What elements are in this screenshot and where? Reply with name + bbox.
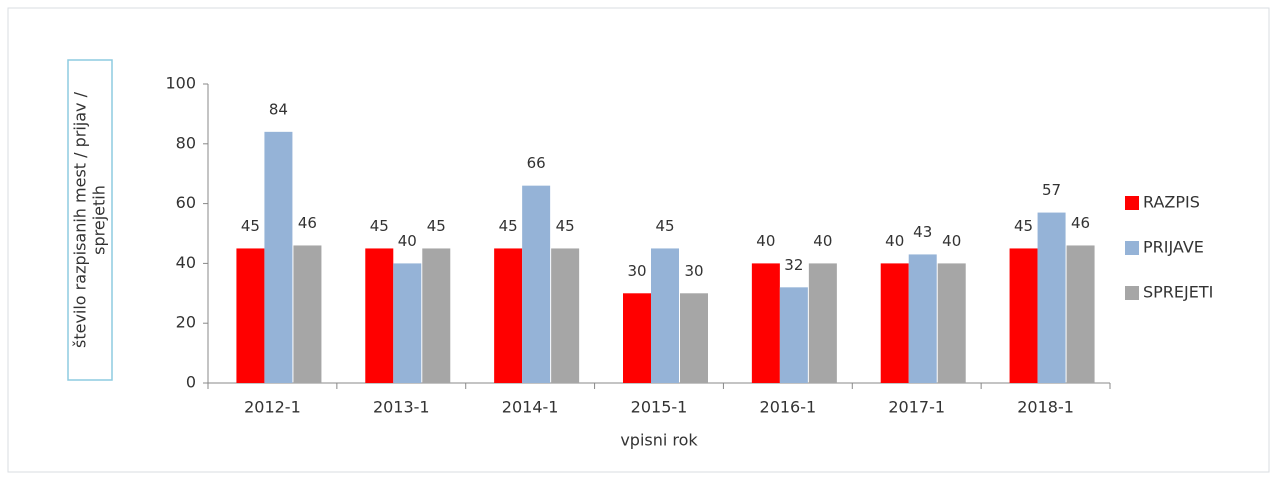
value-label: 40 [398, 232, 417, 250]
value-label: 45 [499, 217, 518, 235]
bar [264, 131, 293, 383]
x-tick-label: 2012-1 [244, 398, 301, 417]
bar [551, 248, 580, 383]
value-label: 30 [684, 262, 703, 280]
x-tick-label: 2016-1 [760, 398, 817, 417]
bar [680, 293, 708, 383]
bar [651, 248, 679, 383]
bar [1009, 248, 1038, 383]
bar [908, 254, 937, 383]
bar [365, 248, 394, 383]
x-tick-label: 2017-1 [888, 398, 945, 417]
value-label: 40 [813, 232, 832, 250]
legend-swatch [1125, 241, 1139, 255]
value-label: 45 [241, 217, 260, 235]
frame [7, 7, 1270, 473]
bar [494, 248, 523, 383]
x-tick-label: 2018-1 [1017, 398, 1074, 417]
value-label: 43 [913, 223, 932, 241]
bar [1066, 245, 1095, 383]
value-label: 45 [556, 217, 575, 235]
bar [422, 248, 451, 383]
bar [808, 263, 837, 383]
value-label: 45 [370, 217, 389, 235]
x-tick-label: 2014-1 [502, 398, 559, 417]
value-label: 45 [1014, 217, 1033, 235]
legend-label: PRIJAVE [1143, 238, 1204, 257]
bar [880, 263, 909, 383]
y-tick-label: 100 [165, 74, 196, 93]
value-label: 46 [298, 214, 317, 232]
value-label: 40 [885, 232, 904, 250]
bar [751, 263, 780, 383]
legend-swatch [1125, 196, 1139, 210]
bar [623, 293, 651, 383]
legend-label: RAZPIS [1143, 193, 1200, 212]
bar [937, 263, 966, 383]
y-label-box [67, 59, 113, 381]
value-label: 66 [527, 154, 546, 172]
x-tick-label: 2015-1 [631, 398, 688, 417]
y-tick-label: 80 [176, 133, 196, 152]
x-tick-label: 2013-1 [373, 398, 430, 417]
legend-label: SPREJETI [1143, 283, 1213, 302]
value-label: 40 [942, 232, 961, 250]
bar [393, 263, 422, 383]
bar [293, 245, 322, 383]
y-tick-label: 60 [176, 193, 196, 212]
value-label: 84 [269, 100, 288, 118]
value-label: 40 [756, 232, 775, 250]
value-label: 46 [1071, 214, 1090, 232]
value-label: 32 [784, 256, 803, 274]
y-tick-label: 20 [176, 313, 196, 332]
value-label: 30 [627, 262, 646, 280]
bar [236, 248, 265, 383]
y-tick-label: 0 [186, 373, 196, 392]
value-label: 57 [1042, 181, 1061, 199]
value-label: 45 [655, 217, 674, 235]
bar [779, 287, 808, 383]
y-axis-label: število razpisanih mest / prijav /spreje… [70, 91, 108, 348]
bar [522, 185, 551, 383]
y-tick-label: 40 [176, 253, 196, 272]
legend-swatch [1125, 286, 1139, 300]
bar [1037, 212, 1066, 383]
x-axis-label: vpisni rok [620, 431, 698, 450]
value-label: 45 [427, 217, 446, 235]
